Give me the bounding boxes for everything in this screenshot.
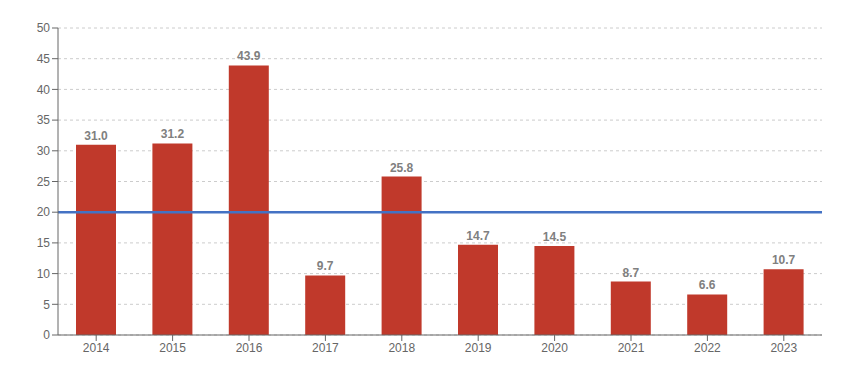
svg-text:50: 50 bbox=[37, 21, 51, 35]
svg-text:9.7: 9.7 bbox=[317, 259, 334, 273]
svg-text:2015: 2015 bbox=[159, 341, 186, 355]
svg-text:35: 35 bbox=[37, 113, 51, 127]
svg-text:2020: 2020 bbox=[541, 341, 568, 355]
svg-text:2021: 2021 bbox=[618, 341, 645, 355]
svg-text:40: 40 bbox=[37, 83, 51, 97]
svg-text:43.9: 43.9 bbox=[237, 49, 261, 63]
svg-text:31.0: 31.0 bbox=[84, 129, 108, 143]
svg-text:8.7: 8.7 bbox=[622, 266, 639, 280]
svg-text:10.7: 10.7 bbox=[772, 253, 796, 267]
svg-text:0: 0 bbox=[43, 328, 50, 342]
svg-text:2022: 2022 bbox=[694, 341, 721, 355]
svg-text:2016: 2016 bbox=[236, 341, 263, 355]
svg-text:14.5: 14.5 bbox=[543, 230, 567, 244]
svg-text:2018: 2018 bbox=[388, 341, 415, 355]
svg-text:20: 20 bbox=[37, 205, 51, 219]
svg-text:5: 5 bbox=[43, 298, 50, 312]
svg-text:25: 25 bbox=[37, 175, 51, 189]
svg-text:31.2: 31.2 bbox=[161, 127, 185, 141]
svg-text:2023: 2023 bbox=[770, 341, 797, 355]
svg-text:2014: 2014 bbox=[83, 341, 110, 355]
svg-text:14.7: 14.7 bbox=[466, 229, 490, 243]
svg-text:2019: 2019 bbox=[465, 341, 492, 355]
svg-text:45: 45 bbox=[37, 52, 51, 66]
svg-text:10: 10 bbox=[37, 267, 51, 281]
svg-text:6.6: 6.6 bbox=[699, 278, 716, 292]
svg-text:2017: 2017 bbox=[312, 341, 339, 355]
svg-text:15: 15 bbox=[37, 236, 51, 250]
svg-text:30: 30 bbox=[37, 144, 51, 158]
svg-text:25.8: 25.8 bbox=[390, 161, 414, 175]
